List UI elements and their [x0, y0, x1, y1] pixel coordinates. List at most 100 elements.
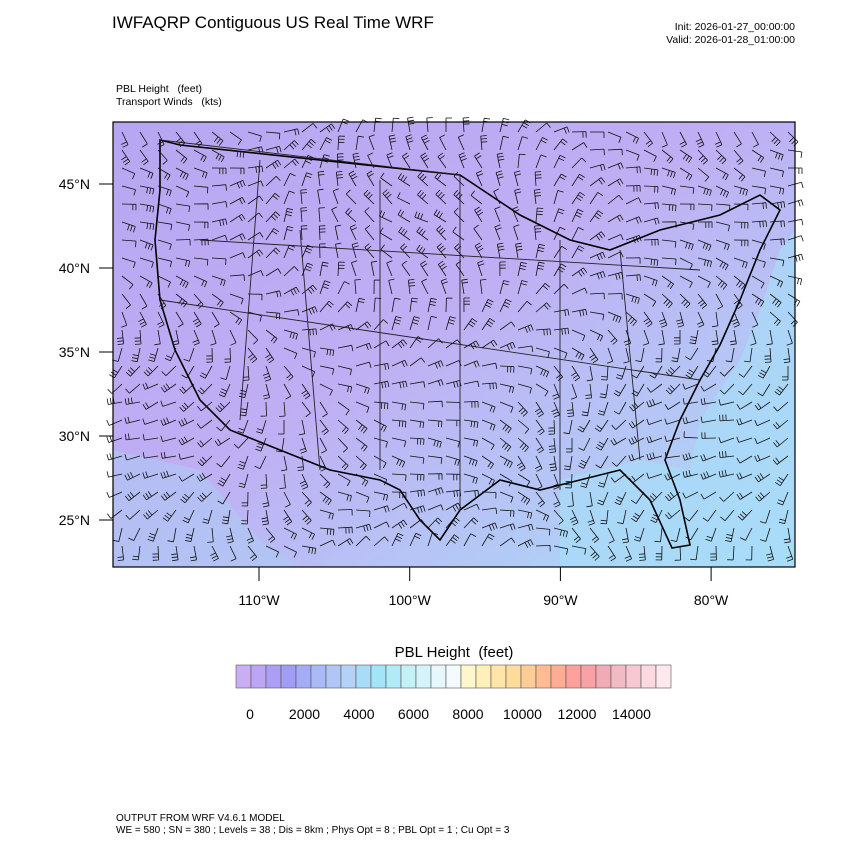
- wind-barb: [319, 243, 326, 259]
- wind-barb: [147, 527, 159, 542]
- wind-barb: [517, 383, 532, 394]
- wind-barb: [265, 545, 280, 558]
- wind-barb: [139, 185, 155, 195]
- wind-barb: [702, 509, 717, 522]
- wind-barb: [481, 419, 496, 431]
- wind-barb: [283, 527, 297, 540]
- wind-barb: [661, 203, 677, 212]
- wind-barb: [759, 527, 771, 542]
- wind-barb: [499, 280, 510, 295]
- wind-barb: [397, 209, 411, 223]
- wind-barb: [409, 419, 425, 429]
- wind-barb: [237, 455, 249, 470]
- wind-barb: [607, 527, 615, 544]
- wind-barb: [391, 297, 401, 313]
- wind-barb: [535, 383, 549, 397]
- wind-barb: [125, 365, 141, 377]
- wind-barb: [480, 135, 488, 151]
- wind-barb: [679, 293, 691, 309]
- wind-barb: [643, 257, 659, 266]
- wind-barb: [247, 146, 264, 154]
- colorbar-box: [415, 664, 432, 689]
- wind-barb: [378, 210, 393, 223]
- wind-barb: [355, 297, 365, 313]
- wind-barb: [535, 437, 544, 454]
- colorbar-box: [610, 664, 627, 689]
- wind-barb: [715, 185, 729, 198]
- wind-barb: [121, 221, 136, 233]
- wind-barb: [679, 167, 693, 181]
- wind-barb: [685, 527, 699, 541]
- wind-barb: [535, 328, 551, 336]
- colorbar-label: 4000: [343, 706, 374, 722]
- wind-barb: [773, 437, 789, 448]
- wind-barb: [499, 473, 513, 487]
- wind-barb: [106, 491, 123, 498]
- wind-barb: [445, 437, 460, 448]
- wind-barb: [388, 134, 397, 151]
- wind-barb: [700, 471, 717, 480]
- wind-barb: [283, 491, 291, 508]
- wind-barb: [364, 207, 375, 223]
- wind-barb: [247, 270, 264, 277]
- wind-barb: [679, 149, 693, 163]
- wind-barb: [481, 522, 498, 531]
- wind-barb: [775, 473, 789, 487]
- wind-barb: [175, 257, 191, 267]
- wind-barb: [496, 242, 505, 259]
- wind-barb: [535, 347, 550, 358]
- wind-barb: [661, 221, 677, 228]
- wind-barb: [643, 238, 659, 246]
- wind-barb: [265, 159, 282, 169]
- wind-barb: [211, 201, 228, 208]
- wind-barb: [183, 347, 195, 362]
- wind-barb: [553, 309, 570, 317]
- lon-label: 80°W: [694, 592, 729, 608]
- wind-barb: [319, 419, 329, 436]
- wind-barb: [463, 360, 480, 368]
- wind-barb: [607, 194, 624, 205]
- wind-barb: [409, 437, 425, 445]
- wind-barb: [337, 281, 350, 295]
- wind-barb: [661, 149, 674, 164]
- wind-barb: [229, 252, 246, 259]
- colorbar-title: PBL Height (feet): [395, 644, 514, 661]
- wind-barb: [597, 473, 609, 488]
- colorbar-box: [355, 664, 372, 689]
- wind-barb: [650, 509, 663, 523]
- wind-barb: [751, 275, 765, 289]
- wind-barb: [697, 275, 711, 288]
- wind-barb: [589, 177, 606, 187]
- wind-barb: [319, 383, 333, 396]
- wind-barb: [463, 517, 479, 529]
- wind-barb: [628, 454, 645, 462]
- wind-barb: [548, 419, 555, 435]
- wind-barb: [391, 473, 407, 481]
- wind-barb: [679, 131, 687, 148]
- map: [106, 116, 804, 568]
- colorbar-box: [580, 664, 597, 689]
- wind-barb: [335, 171, 344, 187]
- wind-barb: [718, 399, 735, 406]
- wind-barb: [610, 473, 627, 483]
- wind-barb: [715, 203, 731, 212]
- wind-barb: [131, 347, 141, 363]
- wind-barb: [571, 267, 588, 277]
- wind-barb: [124, 397, 141, 405]
- wind-barb: [553, 126, 570, 134]
- wind-barb: [495, 170, 504, 187]
- wind-barb: [571, 365, 581, 382]
- wind-barb: [417, 190, 429, 205]
- wind-barb: [664, 401, 681, 410]
- wind-barb: [262, 365, 272, 382]
- wind-barb: [499, 118, 510, 133]
- wind-barb: [553, 138, 568, 151]
- wind-barb: [175, 167, 189, 180]
- wind-barb: [109, 365, 123, 379]
- wind-barb: [337, 473, 351, 487]
- wind-barb: [599, 383, 609, 399]
- wind-barb: [719, 383, 735, 395]
- colorbar-box: [430, 664, 447, 689]
- wind-barb: [690, 545, 699, 561]
- wind-barb: [733, 131, 742, 148]
